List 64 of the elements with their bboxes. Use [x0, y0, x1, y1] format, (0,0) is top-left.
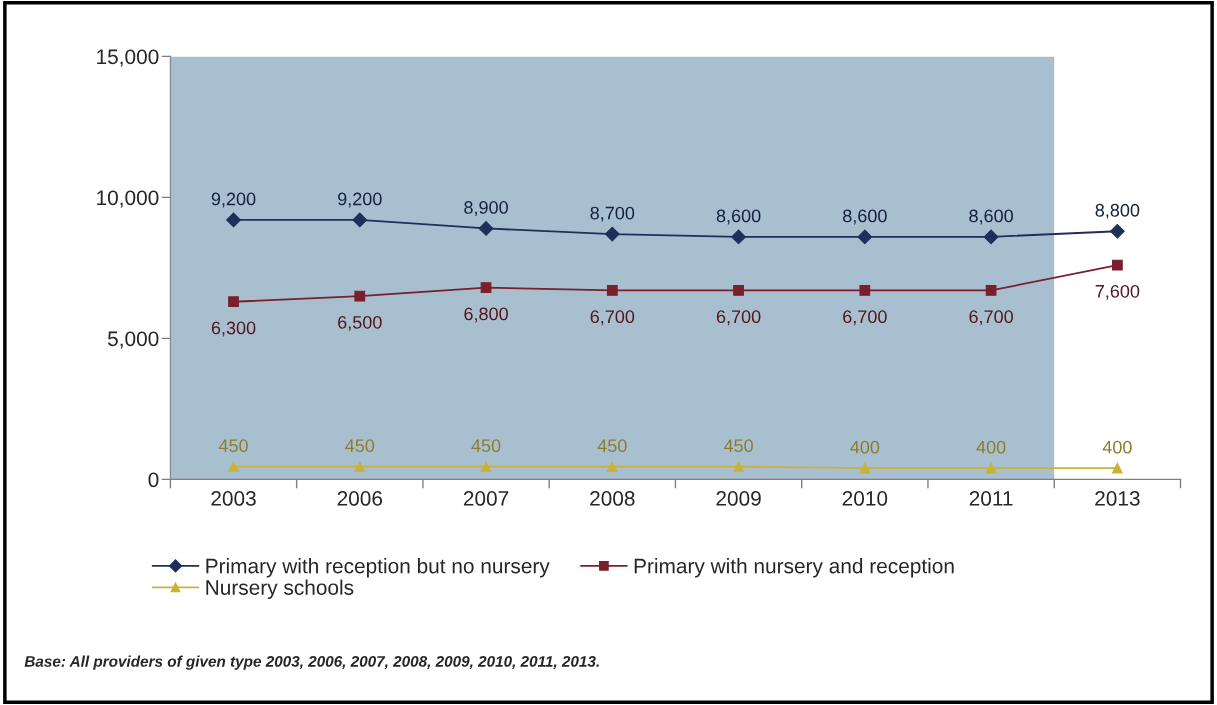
x-tick-label: 2013 — [1095, 491, 1140, 506]
data-label: 400 — [976, 440, 1006, 454]
data-label: 8,600 — [969, 209, 1013, 225]
x-tick-label: 2008 — [590, 491, 635, 506]
data-label: 450 — [471, 439, 501, 453]
data-label: 9,200 — [211, 192, 256, 208]
point — [606, 461, 618, 473]
data-label: 450 — [218, 439, 248, 453]
text: Base: All providers of given type 2003, 2006, 2007, 2008, 2009, 2010, 2011, 2013. — [24, 655, 599, 670]
point — [731, 229, 746, 245]
y-tick-label: 15,000 — [97, 49, 159, 67]
point — [859, 462, 871, 474]
point — [226, 212, 241, 228]
point — [478, 221, 494, 236]
data-label: 450 — [345, 439, 375, 453]
point — [1111, 259, 1123, 271]
data-label: 400 — [1102, 440, 1132, 454]
data-label: 8,600 — [716, 209, 761, 225]
x-tick-label: 2009 — [716, 491, 761, 506]
point — [354, 290, 366, 302]
point — [985, 285, 997, 296]
data-label: 6,700 — [969, 310, 1013, 326]
point — [228, 461, 239, 473]
point — [733, 285, 744, 296]
point — [604, 226, 620, 242]
data-label: 6,800 — [464, 307, 508, 323]
data-label: 6,300 — [211, 321, 256, 337]
data-label: 8,600 — [843, 209, 887, 225]
data-label: 7,600 — [1095, 284, 1140, 300]
y-tick-label: 10,000 — [97, 190, 159, 208]
point — [352, 212, 368, 228]
point — [733, 461, 744, 473]
x-tick-label: 2011 — [969, 491, 1013, 506]
point — [1111, 462, 1123, 474]
point — [1109, 223, 1125, 239]
data-label: 8,800 — [1095, 203, 1140, 219]
data-label: 6,500 — [338, 315, 382, 331]
point — [480, 282, 492, 294]
legend-label: Primary with nursery and reception — [634, 558, 954, 578]
x-tick-label: 2010 — [842, 491, 888, 506]
data-label: 6,700 — [716, 310, 761, 326]
x-tick-label: 2003 — [211, 491, 256, 506]
data-label: 8,900 — [464, 201, 508, 216]
point — [983, 229, 999, 245]
point — [859, 285, 871, 296]
legend-label: Nursery schools — [206, 579, 354, 599]
point — [480, 461, 492, 473]
data-label: 6,700 — [590, 310, 635, 326]
y-tick-label: 0 — [148, 472, 159, 488]
point — [228, 296, 239, 308]
y-tick-label: 5,000 — [107, 331, 159, 349]
data-label: 450 — [723, 439, 753, 453]
point — [857, 229, 873, 245]
data-label: 450 — [597, 439, 627, 453]
data-label: 8,700 — [590, 206, 635, 222]
point — [354, 461, 366, 473]
point — [606, 285, 618, 296]
data-label: 9,200 — [338, 192, 382, 208]
x-tick-label: 2006 — [337, 491, 383, 506]
data-label: 6,700 — [843, 310, 887, 326]
legend-label: Primary with reception but no nursery — [206, 558, 550, 578]
data-label: 400 — [850, 440, 880, 454]
x-tick-label: 2007 — [463, 491, 509, 506]
point — [985, 462, 997, 474]
